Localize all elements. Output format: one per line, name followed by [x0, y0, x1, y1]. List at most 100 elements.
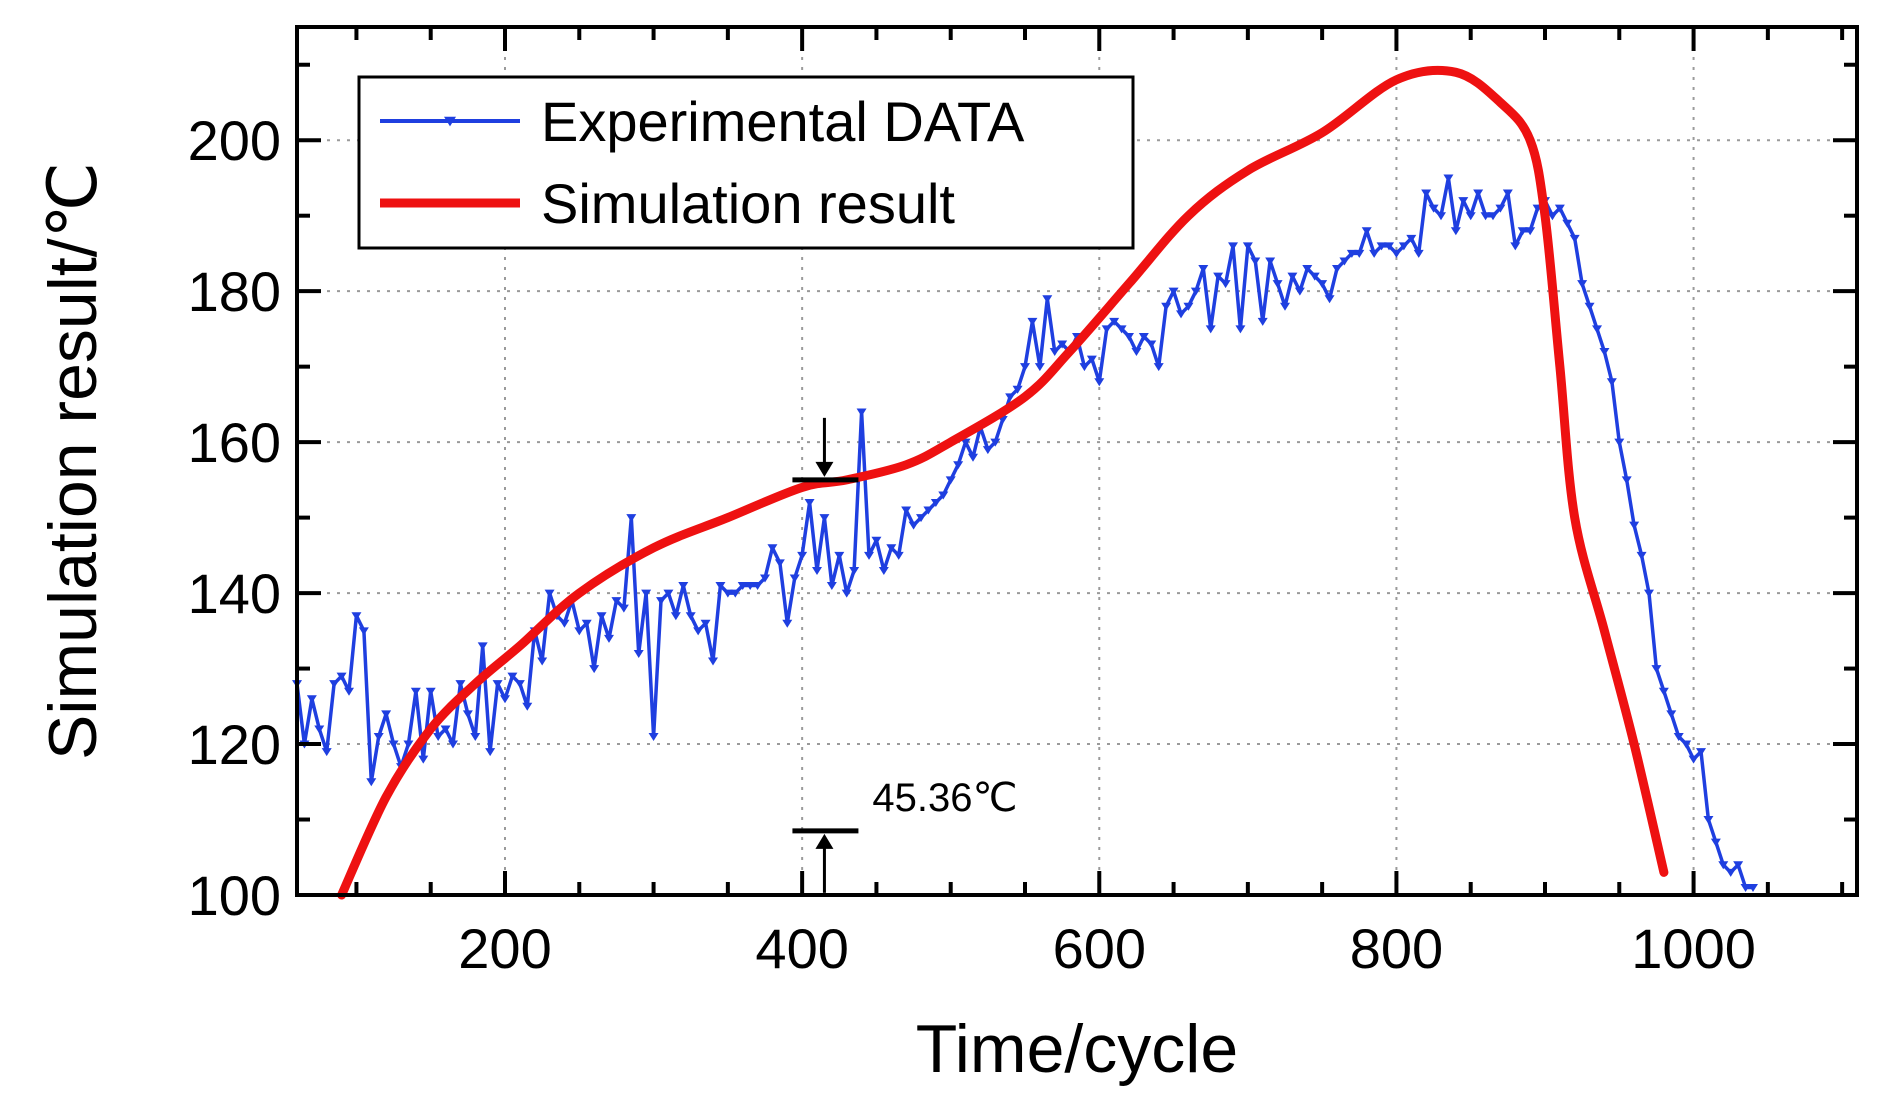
data-point-experimental	[990, 438, 1001, 447]
y-tick-label: 160	[188, 411, 281, 474]
data-point-experimental	[418, 755, 429, 764]
data-point-experimental	[1153, 363, 1164, 372]
data-point-experimental	[1280, 302, 1290, 311]
data-point-experimental	[455, 680, 466, 689]
data-point-experimental	[1146, 340, 1157, 349]
data-point-experimental	[708, 657, 718, 666]
data-point-experimental	[1220, 280, 1231, 289]
data-point-experimental	[930, 499, 941, 508]
data-point-experimental	[514, 680, 525, 689]
data-point-experimental	[1562, 219, 1573, 228]
data-point-experimental	[1681, 740, 1692, 749]
data-point-experimental	[826, 582, 837, 591]
data-point-experimental	[1124, 332, 1134, 341]
data-point-experimental	[373, 732, 384, 741]
data-point-experimental	[901, 506, 912, 515]
data-point-experimental	[1361, 227, 1372, 236]
data-point-experimental	[804, 499, 815, 508]
data-point-experimental	[916, 514, 926, 523]
plot-area	[292, 65, 1758, 900]
data-point-experimental	[633, 649, 644, 658]
data-point-experimental	[1272, 280, 1283, 289]
legend-label-experimental: Experimental DATA	[541, 90, 1025, 153]
data-point-experimental	[1688, 755, 1699, 764]
data-point-experimental	[403, 740, 414, 749]
data-point-experimental	[1651, 665, 1662, 674]
legend-box	[357, 75, 1135, 250]
y-tick-label: 120	[188, 713, 281, 776]
data-point-experimental	[1034, 363, 1045, 372]
data-point-experimental	[1673, 732, 1684, 741]
data-point-experimental	[1636, 551, 1647, 560]
x-tick-label: 400	[755, 917, 848, 980]
data-point-experimental	[462, 710, 473, 719]
data-point-experimental	[797, 551, 808, 560]
data-point-experimental	[1332, 265, 1342, 274]
data-point-experimental	[522, 702, 533, 711]
data-point-experimental	[693, 627, 704, 636]
data-point-experimental	[641, 589, 652, 598]
data-point-experimental	[1190, 287, 1201, 296]
data-point-experimental	[1748, 883, 1758, 892]
data-point-experimental	[1109, 317, 1120, 326]
axes: 200 400 600 800 1000 100 120 140 160 180 200	[188, 25, 1859, 980]
data-point-experimental	[1250, 257, 1261, 266]
data-point-experimental	[1049, 348, 1060, 357]
data-point-experimental	[1525, 227, 1536, 236]
data-point-experimental	[596, 612, 607, 621]
data-point-experimental	[626, 514, 637, 523]
data-point-experimental	[670, 612, 681, 621]
series-line-simulation	[337, 65, 1669, 900]
x-axis-title: Time/cycle	[916, 1011, 1238, 1087]
data-point-experimental	[945, 476, 956, 485]
data-point-experimental	[1696, 748, 1706, 757]
data-point-experimental	[1703, 816, 1714, 825]
x-tick-label: 800	[1350, 917, 1443, 980]
data-point-experimental	[1733, 861, 1744, 870]
data-point-experimental	[849, 566, 860, 575]
data-point-experimental	[752, 582, 763, 591]
data-point-experimental	[1473, 189, 1484, 198]
data-point-experimental	[336, 672, 347, 681]
data-point-experimental	[1606, 378, 1617, 387]
legend-label-simulation: Simulation result	[541, 172, 955, 235]
data-point-experimental	[470, 732, 481, 741]
data-point-experimental	[737, 582, 748, 591]
data-point-experimental	[1257, 317, 1268, 326]
data-point-experimental	[314, 725, 325, 734]
annotation-arrow-down-head	[815, 461, 834, 477]
data-point-experimental	[1406, 234, 1417, 243]
series-line-experimental	[295, 176, 1753, 890]
data-point-experimental	[1614, 438, 1625, 447]
data-point-experimental	[1421, 189, 1432, 198]
data-point-experimental	[329, 680, 340, 689]
data-point-experimental	[477, 642, 488, 651]
data-point-experimental	[1205, 325, 1216, 334]
data-point-experimental	[589, 665, 600, 674]
data-point-experimental	[1339, 257, 1350, 266]
data-point-experimental	[618, 604, 629, 613]
data-point-experimental	[1502, 189, 1513, 198]
data-point-experimental	[507, 672, 518, 681]
data-point-experimental	[1094, 378, 1105, 387]
data-point-experimental	[1480, 212, 1491, 221]
data-point-experimental	[1346, 249, 1357, 258]
data-point-experimental	[960, 438, 971, 447]
data-point-experimental	[1012, 385, 1023, 394]
data-point-experimental	[1584, 302, 1595, 311]
data-point-experimental	[440, 725, 451, 734]
data-point-experimental	[1443, 174, 1454, 183]
data-point-experimental	[1354, 249, 1365, 258]
data-point-experimental	[574, 627, 585, 636]
legend: Experimental DATA Simulation result	[357, 75, 1135, 250]
data-point-experimental	[1302, 265, 1313, 274]
data-point-experimental	[1644, 589, 1654, 598]
data-point-experimental	[433, 732, 444, 741]
data-point-experimental	[1391, 249, 1402, 258]
data-point-experimental	[789, 574, 800, 583]
data-point-experimental	[1309, 272, 1320, 281]
data-point-experimental	[1488, 212, 1498, 221]
annotation-arrow-up-head	[815, 833, 834, 849]
data-point-experimental	[1235, 325, 1246, 334]
